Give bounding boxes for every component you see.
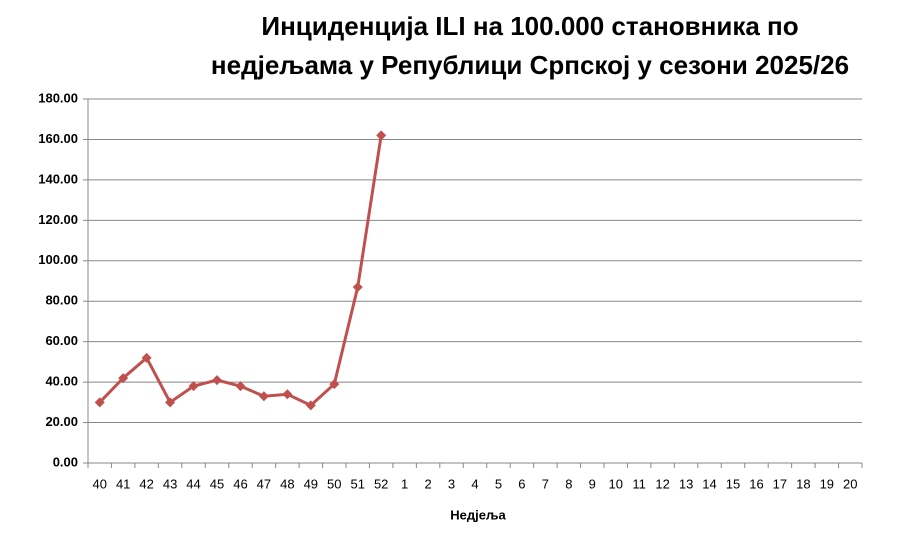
series-line (98, 135, 383, 408)
x-tick-label: 49 (304, 476, 318, 491)
x-tick-label: 1 (401, 476, 408, 491)
x-tick-label: 50 (327, 476, 341, 491)
chart-title: недјељама у Републици Српској у сезони 2… (211, 50, 849, 80)
x-tick-label: 15 (726, 476, 740, 491)
x-tick-label: 6 (518, 476, 525, 491)
data-point (212, 375, 222, 386)
x-tick-label: 10 (608, 476, 622, 491)
data-point (352, 282, 363, 293)
data-point (188, 381, 199, 392)
y-tick-label: 100.00 (38, 252, 78, 267)
x-tick-label: 4 (471, 476, 478, 491)
x-tick-label: 41 (116, 476, 130, 491)
y-tick-label: 80.00 (45, 293, 78, 308)
x-tick-label: 44 (186, 476, 200, 491)
y-tick-label: 160.00 (38, 131, 78, 146)
x-tick-label: 40 (92, 476, 106, 491)
x-tick-label: 14 (702, 476, 716, 491)
x-tick-label: 51 (350, 476, 364, 491)
x-tick-label: 5 (495, 476, 502, 491)
x-tick-label: 20 (843, 476, 857, 491)
data-point (282, 389, 293, 400)
data-point (235, 381, 246, 392)
x-tick-label: 7 (542, 476, 549, 491)
x-tick-label: 17 (773, 476, 787, 491)
x-tick-label: 19 (820, 476, 834, 491)
data-point (141, 352, 152, 363)
y-tick-label: 0.00 (53, 454, 78, 469)
x-tick-label: 46 (233, 476, 247, 491)
y-tick-label: 140.00 (38, 171, 78, 186)
data-point (329, 379, 340, 390)
x-tick-label: 42 (139, 476, 153, 491)
data-point (94, 397, 105, 408)
y-tick-label: 60.00 (45, 333, 78, 348)
x-tick-label: 52 (374, 476, 388, 491)
x-tick-label: 18 (796, 476, 810, 491)
x-tick-label: 2 (424, 476, 431, 491)
chart-title: Инциденција ILI на 100.000 становника по (261, 11, 798, 41)
x-tick-label: 47 (257, 476, 271, 491)
data-point (305, 400, 316, 411)
data-point (165, 397, 176, 408)
x-tick-label: 48 (280, 476, 294, 491)
x-tick-label: 9 (589, 476, 596, 491)
data-point (376, 130, 387, 141)
x-tick-label: 43 (163, 476, 177, 491)
x-tick-label: 16 (749, 476, 763, 491)
data-point (118, 373, 129, 384)
x-tick-label: 11 (632, 476, 646, 491)
y-tick-label: 20.00 (45, 414, 78, 429)
y-tick-label: 120.00 (38, 212, 78, 227)
y-tick-label: 40.00 (45, 374, 78, 389)
x-tick-label: 12 (655, 476, 669, 491)
y-tick-label: 180.00 (38, 90, 78, 105)
x-tick-label: 13 (679, 476, 693, 491)
data-point (258, 391, 269, 402)
x-axis-label: Недјеља (450, 507, 506, 522)
x-tick-label: 8 (565, 476, 572, 491)
x-tick-label: 3 (448, 476, 455, 491)
x-tick-label: 45 (210, 476, 224, 491)
